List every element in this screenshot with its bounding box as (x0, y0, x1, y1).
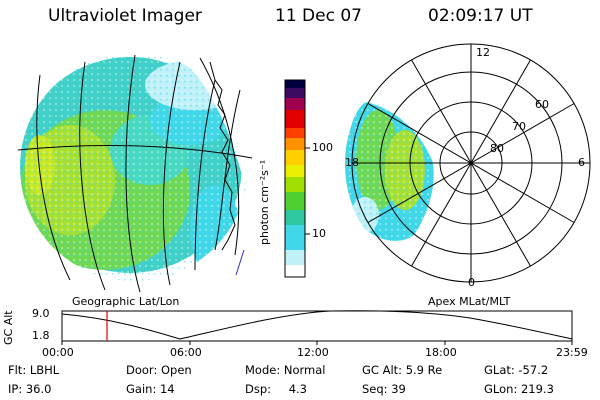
color-bar (284, 79, 310, 278)
longitude-lines (36, 54, 241, 293)
geographic-image (20, 53, 248, 281)
info-gain: Gain: 14 (126, 382, 175, 396)
mlt-label-12: 12 (476, 46, 490, 59)
colorbar-unit-label: photon cm⁻²s⁻¹ (258, 159, 271, 245)
info-door: Door: Open (126, 363, 192, 377)
xtick-1800: 18:00 (425, 346, 457, 359)
mlt-label-6: 6 (578, 156, 585, 169)
xtick-0000: 00:00 (42, 346, 74, 359)
mlt-label-0: 0 (468, 276, 475, 289)
polar-image (344, 102, 434, 241)
mlat-label-70: 70 (512, 120, 526, 133)
date-label: 11 Dec 07 (275, 6, 362, 26)
colorbar-tick-100: 100 (312, 141, 333, 154)
xtick-2359: 23:59 (556, 346, 588, 359)
info-ip: IP: 36.0 (8, 382, 52, 396)
altitude-ylabel: GC Alt (2, 310, 15, 345)
info-glon: GLon: 219.3 (484, 382, 554, 396)
instrument-title: Ultraviolet Imager (48, 6, 202, 26)
altitude-ytick-low: 1.8 (32, 329, 50, 342)
coastline-blue (235, 249, 245, 276)
coastline (209, 61, 236, 251)
mlat-label-60: 60 (535, 98, 549, 111)
info-glat: GLat: -57.2 (484, 363, 549, 377)
mlat-label-80: 80 (490, 142, 504, 155)
time-label: 02:09:17 UT (428, 6, 533, 26)
mlt-label-18: 18 (345, 156, 359, 169)
polar-grid (351, 43, 591, 283)
xtick-1200: 12:00 (297, 346, 329, 359)
info-gc-alt: GC Alt: 5.9 Re (362, 363, 443, 377)
left-panel-label: Geographic Lat/Lon (72, 295, 180, 308)
right-panel-label: Apex MLat/MLT (428, 295, 511, 308)
info-mode: Mode: Normal (245, 363, 326, 377)
colorbar-tick-10: 10 (312, 227, 326, 240)
altitude-plot (61, 310, 573, 345)
info-flt: Flt: LBHL (8, 363, 60, 377)
info-dsp: Dsp: 4.3 (245, 382, 307, 396)
altitude-curve (61, 310, 573, 340)
latitude-line (17, 145, 253, 159)
altitude-ytick-high: 9.0 (32, 307, 50, 320)
info-seq: Seq: 39 (362, 382, 406, 396)
xtick-0600: 06:00 (170, 346, 202, 359)
